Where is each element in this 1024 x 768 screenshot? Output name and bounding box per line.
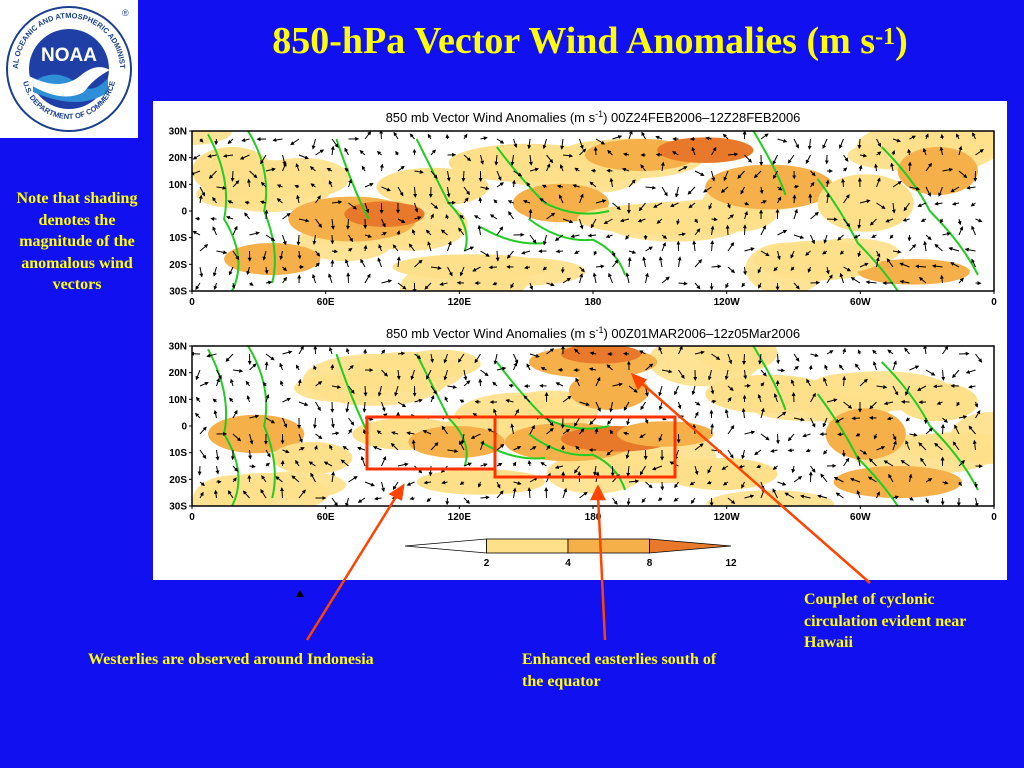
lon-tick-label: 60E (317, 512, 335, 523)
lat-tick-label: 20N (169, 153, 187, 164)
lon-tick-label: 0 (189, 297, 195, 308)
equator-highlight-box (493, 415, 677, 479)
arrow-easterlies (596, 494, 607, 641)
logo-registered: ® (122, 8, 129, 18)
lat-tick-label: 10N (169, 395, 187, 406)
slide-title: 850-hPa Vector Wind Anomalies (m s-1) (160, 18, 1020, 64)
lat-tick-label: 10S (169, 448, 187, 459)
lon-tick-label: 120E (448, 512, 472, 523)
lon-tick-label: 120W (714, 512, 741, 523)
annotation-hawaii: Couplet of cyclonic circulation evident … (804, 591, 967, 651)
lon-tick-label: 120W (714, 297, 741, 308)
lon-tick-label: 60W (850, 512, 871, 523)
arrow-easterlies-head (589, 484, 607, 501)
slide-title-main: 850-hPa Vector Wind Anomalies (m s (272, 20, 876, 62)
slide-title-superscript: -1 (875, 24, 896, 50)
lat-tick-label: 20N (169, 368, 187, 379)
colorbar-label: 8 (647, 558, 653, 569)
lat-tick-label: 0 (181, 422, 187, 433)
lon-tick-label: 60E (317, 297, 335, 308)
annotation-easterlies: Enhanced easterlies south of the equator (522, 651, 717, 690)
lat-tick-label: 30S (169, 502, 187, 513)
panel-1-title: 850 mb Vector Wind Anomalies (m s-1) 00Z… (386, 109, 801, 125)
small-marker-icon (296, 590, 304, 597)
lat-tick-label: 20S (169, 475, 187, 486)
colorbar: 2 4 8 12 (404, 538, 737, 569)
lat-tick-label: 30S (169, 287, 187, 298)
slide-title-close: ) (895, 20, 908, 62)
arrow-hawaii (637, 379, 871, 584)
lon-tick-label: 120E (448, 297, 472, 308)
lon-tick-label: 0 (189, 512, 195, 523)
arrow-hawaii-head (630, 372, 648, 391)
noaa-logo: NOAA NATIONAL OCEANIC AND ATMOSPHERIC AD… (0, 0, 138, 138)
panel-1: 850 mb Vector Wind Anomalies (m s-1) 00Z… (169, 109, 998, 308)
lon-tick-label: 0 (991, 512, 997, 523)
lat-tick-label: 20S (169, 260, 187, 271)
annotation-westerlies: Westerlies are observed around Indonesia (88, 651, 374, 668)
lat-tick-label: 10N (169, 180, 187, 191)
arrow-westerlies-head (388, 483, 405, 501)
panel-2-vectors (192, 346, 983, 506)
logo-noaa-text: NOAA (41, 45, 97, 66)
wind-anomaly-figure: 850 mb Vector Wind Anomalies (m s-1) 00Z… (153, 101, 1007, 580)
lat-tick-label: 30N (169, 127, 187, 138)
lon-tick-label: 180 (585, 512, 602, 523)
panel-1-vectors (192, 131, 984, 291)
arrow-westerlies (305, 491, 401, 641)
colorbar-segment (649, 538, 732, 554)
lat-tick-label: 30N (169, 342, 187, 353)
lon-tick-label: 0 (991, 297, 997, 308)
lon-tick-label: 60W (850, 297, 871, 308)
colorbar-label: 4 (565, 558, 571, 569)
lat-tick-label: 0 (181, 207, 187, 218)
colorbar-label: 12 (725, 558, 737, 569)
shading-note: Note that shading denotes the magnitude … (16, 190, 138, 293)
colorbar-label: 2 (484, 558, 490, 569)
panel-2-title: 850 mb Vector Wind Anomalies (m s-1) 00Z… (386, 325, 800, 341)
panel-2: 850 mb Vector Wind Anomalies (m s-1) 00Z… (169, 325, 998, 523)
lon-tick-label: 180 (585, 297, 602, 308)
lat-tick-label: 10S (169, 233, 187, 244)
